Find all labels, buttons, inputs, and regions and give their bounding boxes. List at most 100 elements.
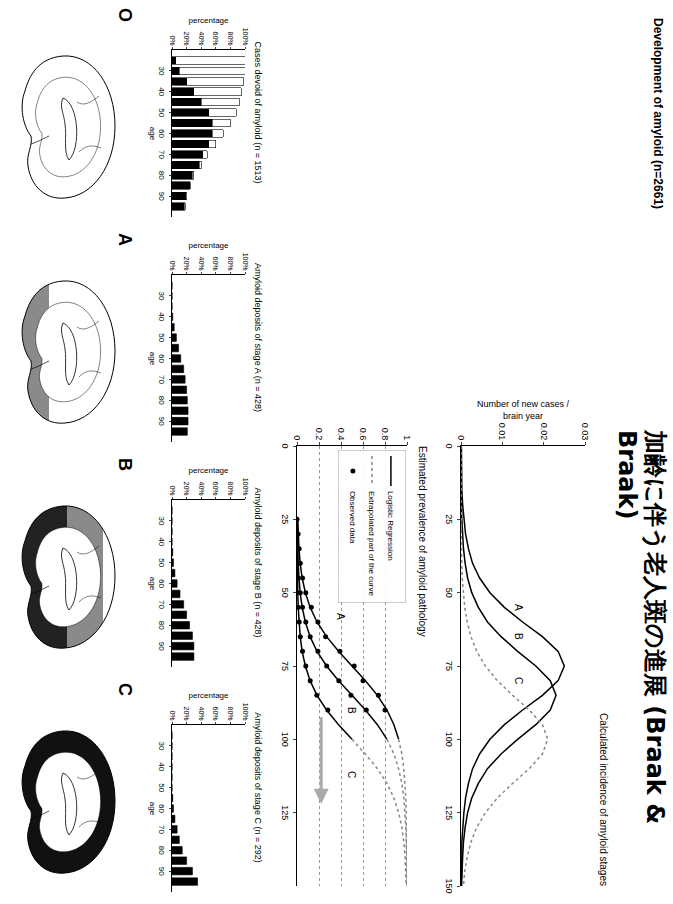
svg-text:Amyloid deposits of stage A (n: Amyloid deposits of stage A (n = 428) [253, 263, 263, 412]
svg-text:0%: 0% [169, 35, 176, 45]
svg-text:70: 70 [157, 600, 166, 609]
svg-text:80%: 80% [227, 32, 234, 46]
svg-text:60%: 60% [212, 482, 219, 496]
svg-text:70: 70 [157, 825, 166, 834]
svg-text:B: B [346, 707, 357, 714]
svg-text:20%: 20% [183, 257, 190, 271]
svg-text:Extrapolated part of the curve: Extrapolated part of the curve [367, 491, 376, 597]
svg-text:75: 75 [444, 661, 454, 671]
svg-text:A: A [335, 613, 346, 620]
svg-text:40: 40 [157, 537, 166, 546]
svg-text:0: 0 [444, 443, 454, 448]
svg-text:0: 0 [280, 443, 290, 448]
svg-text:100%: 100% [242, 253, 249, 271]
svg-text:50: 50 [157, 558, 166, 567]
svg-text:60: 60 [157, 579, 166, 588]
svg-text:80%: 80% [227, 707, 234, 721]
svg-text:0.02: 0.02 [539, 423, 549, 441]
svg-text:30: 30 [157, 66, 166, 75]
svg-text:60: 60 [157, 804, 166, 813]
svg-text:0.4: 0.4 [336, 428, 346, 441]
svg-text:0.01: 0.01 [497, 423, 507, 441]
svg-text:40%: 40% [198, 707, 205, 721]
svg-text:Amyloid deposits of stage B (n: Amyloid deposits of stage B (n = 428) [253, 488, 263, 638]
svg-text:1: 1 [402, 435, 412, 440]
svg-text:100%: 100% [242, 703, 249, 721]
svg-text:40: 40 [157, 87, 166, 96]
svg-text:90: 90 [157, 417, 166, 426]
svg-text:20%: 20% [183, 707, 190, 721]
svg-text:60: 60 [157, 354, 166, 363]
svg-text:20%: 20% [183, 482, 190, 496]
svg-text:A: A [513, 604, 524, 611]
svg-text:age: age [148, 802, 157, 816]
svg-text:Cases devoid of amyloid (n = 1: Cases devoid of amyloid (n = 1513) [253, 42, 263, 184]
svg-text:age: age [148, 352, 157, 366]
svg-text:0.8: 0.8 [380, 428, 390, 441]
svg-text:75: 75 [280, 661, 290, 671]
svg-text:40: 40 [157, 312, 166, 321]
svg-text:60%: 60% [212, 32, 219, 46]
html-text:加齢に伴う老人斑の進展 (Braak & Braak): 加齢に伴う老人斑の進展 (Braak & Braak) [613, 430, 669, 825]
svg-text:30: 30 [157, 291, 166, 300]
svg-text:25: 25 [444, 514, 454, 524]
svg-text:percentage: percentage [188, 691, 229, 700]
svg-text:90: 90 [157, 867, 166, 876]
svg-text:Estimated prevalence of amyloi: Estimated prevalence of amyloid patholog… [417, 446, 428, 637]
svg-text:40%: 40% [198, 257, 205, 271]
svg-text:Observed data: Observed data [348, 491, 357, 544]
svg-text:0%: 0% [169, 485, 176, 495]
svg-text:0.6: 0.6 [358, 428, 368, 441]
svg-text:percentage: percentage [188, 466, 229, 475]
svg-text:50: 50 [280, 588, 290, 598]
svg-text:60: 60 [157, 129, 166, 138]
svg-text:C: C [513, 677, 524, 684]
svg-text:50: 50 [157, 333, 166, 342]
svg-text:100: 100 [280, 732, 290, 747]
svg-text:percentage: percentage [188, 241, 229, 250]
svg-text:80: 80 [157, 621, 166, 630]
svg-text:80: 80 [157, 171, 166, 180]
svg-text:50: 50 [157, 108, 166, 117]
svg-text:125: 125 [280, 805, 290, 820]
svg-text:0%: 0% [169, 260, 176, 270]
svg-text:40%: 40% [198, 32, 205, 46]
svg-text:125: 125 [444, 805, 454, 820]
svg-text:0.03: 0.03 [580, 423, 590, 441]
svg-text:age: age [148, 127, 157, 141]
svg-text:30: 30 [157, 516, 166, 525]
svg-text:80%: 80% [227, 482, 234, 496]
svg-text:30: 30 [157, 741, 166, 750]
svg-text:70: 70 [157, 150, 166, 159]
svg-text:C: C [346, 771, 357, 778]
svg-text:100: 100 [444, 732, 454, 747]
svg-text:Number of new cases /brain yea: Number of new cases /brain year [477, 399, 570, 421]
svg-text:25: 25 [280, 514, 290, 524]
svg-text:0.2: 0.2 [314, 428, 324, 441]
svg-text:Logistic Regression: Logistic Regression [386, 491, 395, 561]
svg-text:60%: 60% [212, 257, 219, 271]
svg-text:100%: 100% [242, 28, 249, 46]
svg-text:40: 40 [157, 762, 166, 771]
svg-text:150: 150 [444, 878, 454, 893]
svg-text:100%: 100% [242, 478, 249, 496]
svg-text:B: B [513, 633, 524, 640]
svg-text:50: 50 [157, 783, 166, 792]
svg-text:50: 50 [444, 588, 454, 598]
svg-text:20%: 20% [183, 32, 190, 46]
svg-text:90: 90 [157, 192, 166, 201]
svg-text:80: 80 [157, 396, 166, 405]
svg-text:age: age [148, 577, 157, 591]
svg-text:80%: 80% [227, 257, 234, 271]
svg-text:80: 80 [157, 846, 166, 855]
svg-text:40%: 40% [198, 482, 205, 496]
svg-text:0: 0 [456, 435, 466, 440]
svg-text:Calculated incidence of amyloi: Calculated incidence of amyloid stages [598, 713, 609, 886]
svg-text:90: 90 [157, 642, 166, 651]
svg-text:0: 0 [292, 435, 302, 440]
svg-text:Amyloid deposits of stage C (n: Amyloid deposits of stage C (n = 292) [253, 712, 263, 862]
svg-text:60%: 60% [212, 707, 219, 721]
svg-text:0%: 0% [169, 710, 176, 720]
svg-text:percentage: percentage [188, 16, 229, 25]
svg-text:70: 70 [157, 375, 166, 384]
